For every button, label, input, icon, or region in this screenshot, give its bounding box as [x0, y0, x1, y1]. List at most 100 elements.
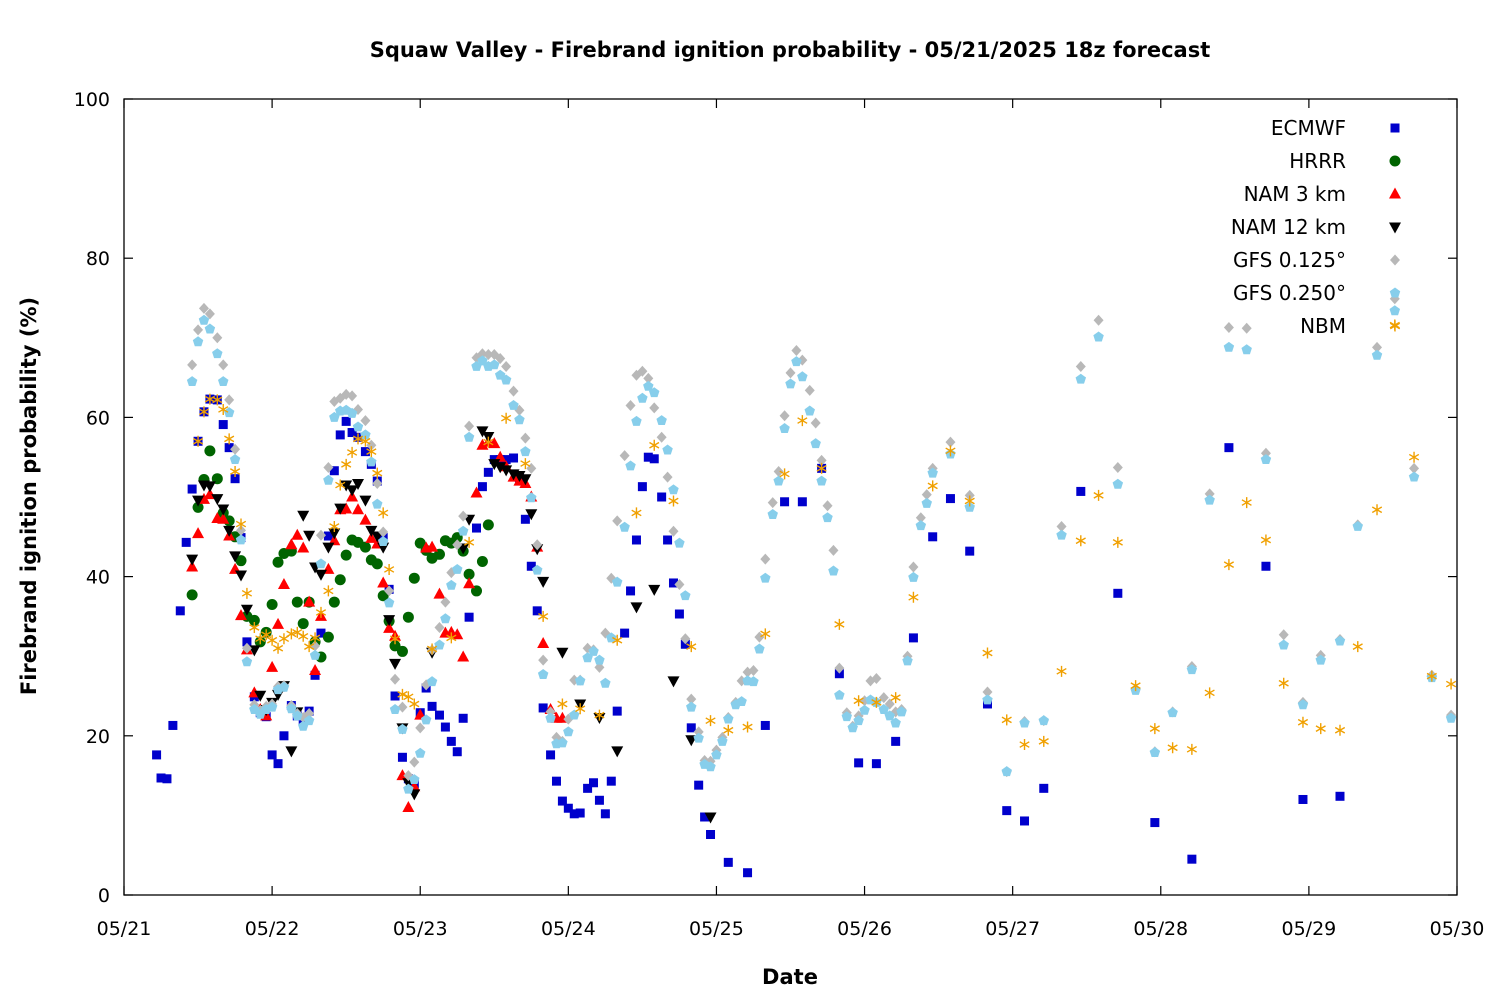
gfs-0-250-point — [853, 715, 864, 726]
nam-3-km-point — [402, 800, 415, 812]
gfs-0-250-point — [964, 501, 975, 512]
gfs-0-125-point — [779, 410, 790, 422]
gfs-0-125-point — [1093, 314, 1104, 326]
gfs-0-250-point — [927, 467, 938, 478]
nbm-point — [927, 480, 938, 492]
gfs-0-125-point — [193, 324, 204, 336]
ecmwf-point — [760, 720, 770, 730]
gfs-0-250-point — [828, 565, 839, 576]
gfs-0-125-point — [440, 596, 451, 608]
gfs-0-125-point — [378, 526, 389, 538]
nbm-point — [235, 518, 247, 530]
nbm-point — [890, 692, 901, 704]
gfs-0-250-point — [717, 735, 728, 746]
gfs-0-125-point — [409, 756, 420, 768]
nbm-point — [501, 412, 512, 424]
gfs-0-250-point — [1408, 471, 1420, 482]
legend-label: NBM — [1300, 314, 1346, 338]
gfs-0-250-point — [736, 696, 747, 707]
ecmwf-point — [477, 482, 487, 492]
gfs-0-250-point — [686, 701, 697, 712]
ecmwf-point — [797, 497, 807, 507]
gfs-0-125-point — [834, 662, 845, 674]
gfs-0-125-point — [347, 390, 358, 402]
hrrr-point — [396, 645, 408, 657]
nbm-point — [309, 632, 321, 644]
nam-3-km-point — [352, 503, 365, 515]
gfs-0-250-point — [611, 576, 623, 587]
ecmwf-point — [509, 453, 519, 463]
gfs-0-125-point — [1372, 341, 1383, 353]
nam-12-km-point — [229, 551, 242, 563]
gfs-0-250-point — [426, 676, 438, 687]
gfs-0-125-point — [1075, 360, 1086, 372]
gfs-0-125-point — [323, 462, 334, 474]
ecmwf-point — [723, 857, 733, 867]
series-gfs-0-125 — [187, 293, 1457, 782]
legend-marker-nam-3-km — [1389, 187, 1401, 199]
gfs-0-125-point — [538, 654, 549, 666]
gfs-0-125-point — [767, 497, 778, 509]
gfs-0-250-point — [674, 537, 685, 548]
gfs-0-250-point — [773, 475, 784, 486]
gfs-0-250-point — [1352, 520, 1363, 531]
legend-label: NAM 12 km — [1231, 215, 1346, 239]
ecmwf-point — [620, 628, 630, 638]
ecmwf-point — [637, 482, 647, 492]
nam-3-km-point — [377, 576, 390, 588]
hrrr-point — [272, 556, 284, 568]
nam-3-km-point — [285, 538, 298, 550]
hrrr-point — [402, 611, 414, 623]
ecmwf-point — [472, 523, 482, 533]
gfs-0-250-point — [352, 421, 364, 432]
gfs-0-250-point — [921, 497, 932, 508]
ecmwf-point — [316, 628, 326, 638]
ecmwf-point — [1020, 816, 1030, 826]
legend-label: HRRR — [1289, 149, 1346, 173]
ecmwf-point — [175, 606, 185, 616]
nam-12-km-point — [314, 569, 327, 581]
gfs-0-125-point — [315, 529, 326, 541]
gfs-0-250-point — [1186, 664, 1198, 675]
nbm-point — [483, 436, 494, 448]
ecmwf-point — [631, 535, 641, 545]
nam-12-km-point — [704, 812, 717, 824]
nbm-point — [575, 703, 586, 715]
gfs-0-250-point — [372, 498, 383, 509]
nam-12-km-point — [488, 459, 501, 471]
nam-3-km-point — [365, 531, 378, 543]
x-tick-label: 05/24 — [541, 918, 596, 940]
gfs-0-250-point — [377, 536, 389, 547]
nbm-point — [278, 633, 290, 645]
gfs-0-125-point — [1223, 321, 1234, 333]
gfs-0-250-point — [508, 399, 519, 410]
nbm-point — [631, 507, 642, 519]
nbm-point — [360, 435, 371, 447]
nam-3-km-point — [277, 578, 290, 590]
nbm-point — [397, 688, 408, 700]
y-tick-label: 0 — [98, 885, 110, 907]
ecmwf-point — [606, 776, 616, 786]
nbm-point — [1334, 724, 1346, 736]
legend-label: GFS 0.250° — [1233, 281, 1346, 305]
gfs-0-250-point — [662, 444, 673, 455]
gfs-0-250-point — [278, 681, 290, 692]
gfs-0-250-point — [569, 709, 580, 720]
gfs-0-125-point — [612, 515, 623, 527]
ecmwf-point — [908, 633, 918, 643]
nam-12-km-point — [186, 554, 199, 566]
hrrr-point — [476, 555, 488, 567]
hrrr-point — [340, 549, 352, 561]
nbm-point — [1352, 641, 1363, 653]
ecmwf-point — [1002, 806, 1012, 816]
gfs-0-125-point — [637, 365, 648, 377]
nbm-point — [1075, 535, 1086, 547]
gfs-0-250-point — [619, 521, 630, 532]
ecmwf-point — [230, 474, 240, 484]
gfs-0-250-point — [779, 423, 790, 433]
gfs-0-250-point — [594, 654, 605, 665]
gfs-0-250-point — [816, 475, 827, 486]
gfs-0-250-point — [649, 387, 660, 398]
gfs-0-250-point — [1260, 454, 1272, 465]
